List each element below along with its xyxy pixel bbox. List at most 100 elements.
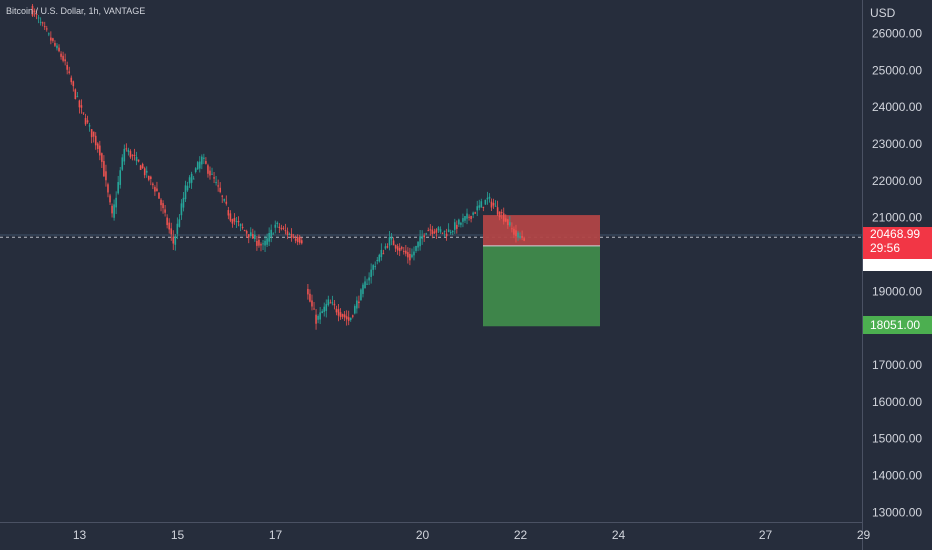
candle: [207, 163, 209, 178]
price-tick-label: 23000.00: [872, 137, 922, 151]
candle: [470, 215, 472, 223]
candle-body: [480, 201, 483, 208]
candle: [296, 234, 299, 246]
candle: [109, 193, 111, 206]
candle-body: [68, 71, 71, 73]
candle: [478, 199, 481, 211]
candle: [364, 276, 366, 289]
candle-body: [364, 281, 366, 289]
candle-body: [462, 218, 464, 222]
candle: [82, 112, 85, 115]
stop-loss-zone: [483, 215, 600, 246]
price-tick-label: 24000.00: [872, 100, 922, 114]
candle: [48, 32, 50, 37]
candle: [129, 149, 132, 159]
candle-body: [323, 306, 326, 312]
candle: [309, 289, 311, 303]
candle-body: [409, 253, 411, 261]
candle: [141, 162, 144, 169]
candle-body: [335, 308, 338, 313]
candle-body: [270, 229, 272, 237]
candles-group: [31, 3, 525, 330]
candle-body: [423, 235, 425, 238]
candle: [358, 295, 360, 309]
candle: [103, 155, 105, 177]
candle: [196, 160, 199, 170]
candle-body: [333, 303, 336, 306]
candle-body: [511, 228, 513, 230]
candle-body: [186, 185, 189, 191]
candle: [50, 31, 52, 45]
candle-body: [437, 227, 440, 231]
candle-body: [321, 311, 323, 314]
candle: [402, 246, 405, 255]
candle-body: [519, 236, 521, 238]
candle: [447, 223, 450, 233]
candle-body: [421, 236, 423, 239]
candle: [58, 44, 60, 53]
price-tick-label: 26000.00: [872, 27, 922, 41]
candle: [515, 224, 517, 243]
candle-body: [360, 289, 362, 301]
candle: [417, 241, 419, 252]
candle: [237, 216, 240, 227]
candle: [409, 247, 411, 266]
candle: [172, 230, 175, 250]
candle-body: [119, 170, 122, 185]
candle-body: [156, 188, 158, 192]
candle-body: [117, 182, 119, 194]
candle-body: [180, 203, 183, 216]
candle: [423, 233, 425, 242]
symbol-title[interactable]: Bitcoin / U.S. Dollar, 1h, VANTAGE: [6, 6, 146, 16]
candle-body: [182, 197, 185, 208]
candle-body: [217, 185, 219, 187]
candle: [494, 200, 497, 207]
candle: [43, 21, 46, 30]
candle-body: [274, 224, 277, 228]
candle: [80, 99, 83, 114]
time-tick-label: 27: [759, 528, 773, 542]
price-tick-label: 15000.00: [872, 432, 922, 446]
candle: [311, 294, 313, 311]
candle: [396, 243, 399, 255]
candle-body: [286, 231, 289, 235]
candle: [78, 99, 81, 114]
candle-body: [245, 231, 248, 234]
candle: [492, 198, 495, 209]
candle-body: [123, 148, 126, 162]
time-tick-label: 29: [857, 528, 871, 542]
candle: [513, 226, 515, 239]
candle-body: [33, 10, 36, 12]
candle: [266, 233, 268, 247]
candle: [256, 235, 258, 251]
candle-body: [198, 161, 201, 169]
candle-body: [205, 161, 207, 164]
candle: [500, 209, 503, 219]
candle-body: [76, 96, 79, 98]
candle-body: [474, 212, 476, 214]
candle: [135, 151, 138, 166]
candle-body: [90, 129, 93, 138]
candle: [121, 154, 124, 171]
candle-body: [370, 269, 372, 277]
candle: [368, 272, 370, 285]
candle: [486, 191, 489, 205]
candle: [215, 175, 217, 186]
candle-body: [331, 302, 334, 304]
candle-body: [372, 265, 374, 270]
candle-body: [131, 154, 134, 156]
price-tick-label: 21000.00: [872, 211, 922, 225]
price-tick-label: 25000.00: [872, 63, 922, 77]
candle: [453, 218, 456, 234]
candle: [476, 200, 479, 217]
candle: [99, 140, 101, 161]
candle-body: [494, 205, 497, 207]
candle-body: [343, 314, 346, 318]
candle-body: [260, 244, 262, 246]
candle-body: [478, 205, 481, 208]
candle: [374, 261, 377, 270]
candle: [201, 154, 203, 170]
candle: [384, 243, 387, 250]
